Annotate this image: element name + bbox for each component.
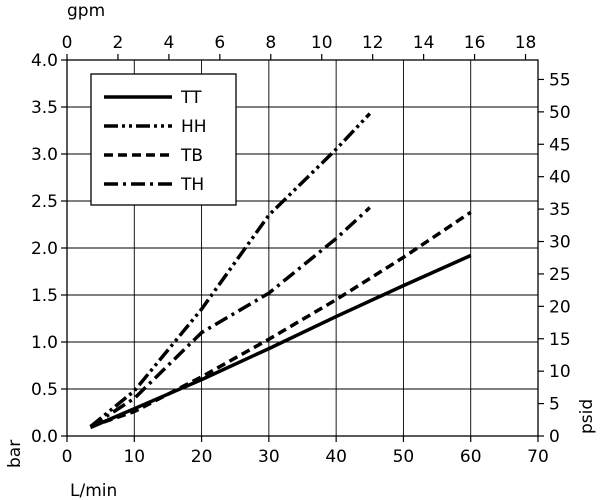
legend-label-tt: TT [180, 88, 202, 108]
y2-tick-label: 40 [549, 168, 571, 188]
x2-axis-title: gpm [67, 1, 105, 21]
x2-tick-label: 2 [113, 33, 124, 53]
x2-tick-label: 6 [214, 33, 225, 53]
y2-tick-label: 15 [549, 330, 571, 350]
x2-tick-label: 12 [362, 33, 384, 53]
x2-tick-label: 8 [265, 33, 276, 53]
y2-tick-label: 10 [549, 362, 571, 382]
data-series [89, 112, 472, 430]
y2-tick-label: 5 [549, 395, 560, 415]
legend: TT HH TB TH [90, 73, 237, 206]
x-tick-label: 10 [123, 447, 145, 467]
y2-tick-label: 50 [549, 103, 571, 123]
y2-tick-label: 35 [549, 200, 571, 220]
y-tick-label: 0.5 [31, 380, 58, 400]
y2-tick-label: 45 [549, 135, 571, 155]
y2-axis-title: psid [577, 399, 597, 434]
x-tick-label: 20 [191, 447, 213, 467]
y-tick-label: 2.0 [31, 239, 58, 259]
x-tick-label: 60 [460, 447, 482, 467]
series-line-th [89, 206, 371, 429]
y2-tick-label: 30 [549, 233, 571, 253]
y-tick-label: 2.5 [31, 192, 58, 212]
legend-label-th: TH [180, 175, 204, 195]
y-tick-label: 1.5 [31, 286, 58, 306]
legend-entries: TT HH TB TH [104, 88, 207, 195]
series-line-tb [89, 210, 472, 429]
x2-tick-label: 14 [413, 33, 435, 53]
y-tick-label: 0.0 [31, 427, 58, 447]
y-tick-label: 3.0 [31, 145, 58, 165]
legend-label-hh: HH [181, 117, 207, 137]
x2-tick-label: 18 [515, 33, 537, 53]
y2-tick-label: 55 [549, 70, 571, 90]
legend-label-tb: TB [180, 146, 203, 166]
y-tick-label: 1.0 [31, 333, 58, 353]
x-tick-label: 50 [393, 447, 415, 467]
tick-labels: 0 10 20 30 40 50 60 700.00.51.01.52.02.53.03.54… [31, 33, 571, 467]
x2-tick-label: 16 [464, 33, 486, 53]
x-tick-label: 0 [62, 447, 73, 467]
y-tick-label: 3.5 [31, 98, 58, 118]
y-axis-title: bar [5, 440, 25, 468]
x-tick-label: 30 [258, 447, 280, 467]
x-axis-title: L/min [70, 481, 117, 500]
series-line-tt [89, 253, 472, 430]
x2-tick-label: 0 [62, 33, 73, 53]
y2-tick-label: 0 [549, 427, 560, 447]
axis-ticks [61, 54, 544, 442]
x2-tick-label: 10 [311, 33, 333, 53]
x-tick-label: 70 [527, 447, 549, 467]
y-tick-label: 4.0 [31, 51, 58, 71]
y2-tick-label: 20 [549, 297, 571, 317]
x2-tick-label: 4 [163, 33, 174, 53]
x-tick-label: 40 [325, 447, 347, 467]
y2-tick-label: 25 [549, 265, 571, 285]
